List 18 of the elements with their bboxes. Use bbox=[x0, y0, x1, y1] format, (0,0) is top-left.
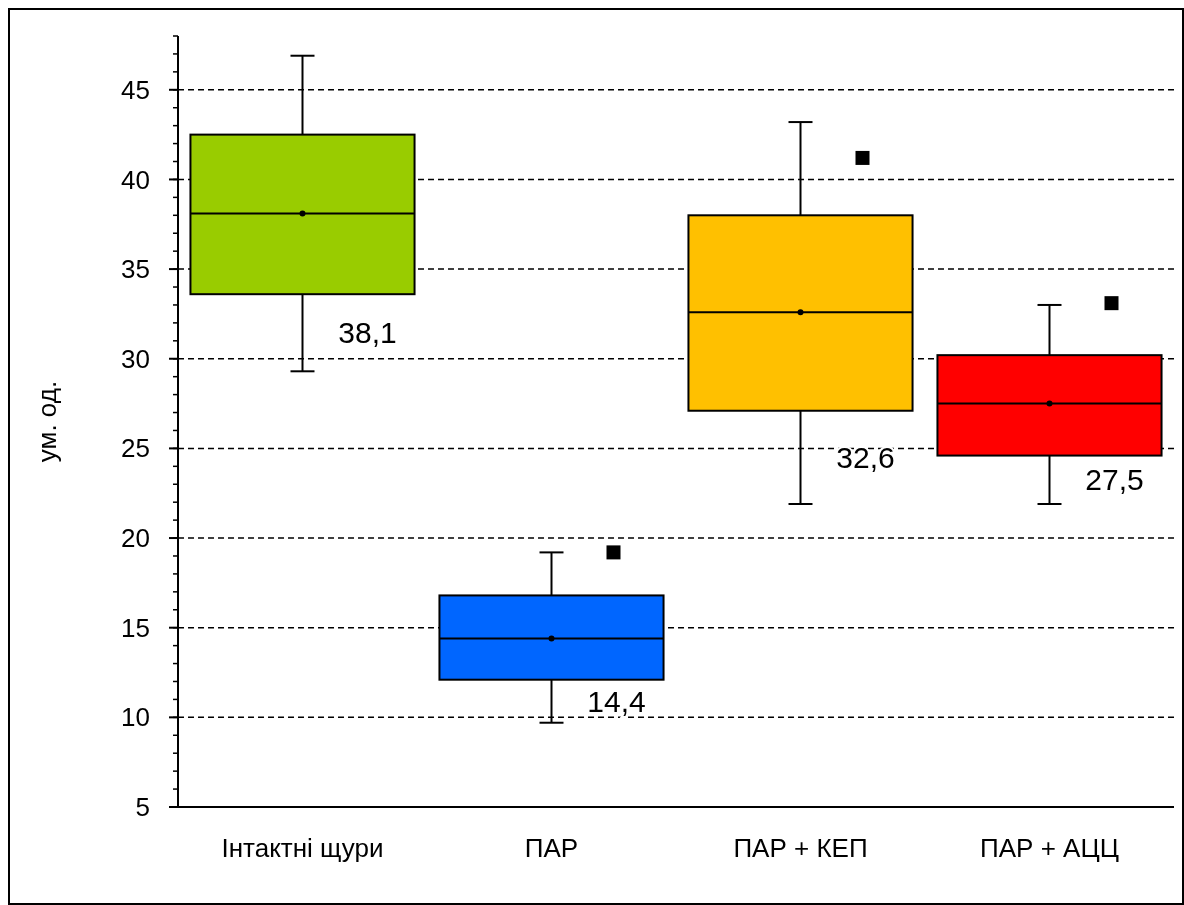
y-tick-label: 15 bbox=[121, 612, 150, 643]
y-tick-label: 25 bbox=[121, 433, 150, 464]
annotation: 27,5 bbox=[1085, 463, 1144, 497]
annotation: 32,6 bbox=[836, 440, 895, 474]
x-tick-label: ПАР bbox=[524, 833, 579, 863]
annotation: 38,1 bbox=[338, 316, 397, 350]
y-tick-label: 20 bbox=[121, 523, 150, 554]
y-tick-label: 40 bbox=[121, 164, 150, 195]
y-axis-title: ум. од. bbox=[32, 380, 62, 463]
x-tick-label: ПАР + КЕП bbox=[733, 833, 868, 863]
y-tick-label: 35 bbox=[121, 254, 150, 285]
y-tick-label: 45 bbox=[121, 74, 150, 105]
annotation: 14,4 bbox=[587, 684, 646, 718]
y-tick-label: 5 bbox=[135, 792, 150, 823]
x-tick-label: ПАР + АЦЦ bbox=[980, 833, 1119, 863]
x-tick-label: Інтактні щури bbox=[221, 833, 384, 863]
y-tick-label: 30 bbox=[121, 343, 150, 374]
y-tick-label: 10 bbox=[121, 702, 150, 733]
